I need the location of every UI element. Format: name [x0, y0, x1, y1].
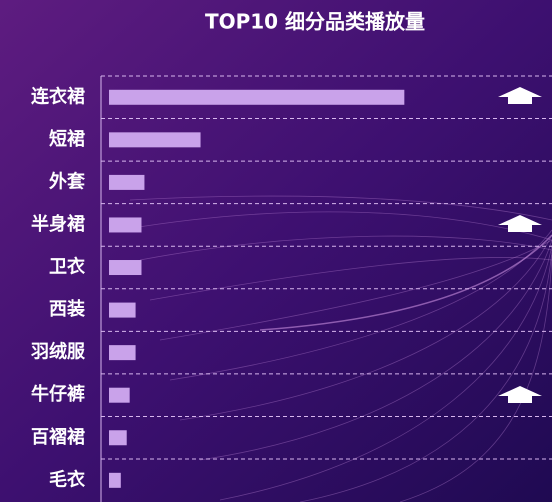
- bar: [109, 260, 142, 276]
- up-arrow-icon: [498, 386, 542, 403]
- category-label: 牛仔裤: [31, 383, 85, 405]
- up-arrow-icon: [498, 87, 542, 104]
- up-arrow-icon: [498, 215, 542, 232]
- bar: [109, 89, 405, 105]
- category-label: 连衣裙: [31, 85, 85, 107]
- category-label: 毛衣: [49, 468, 85, 490]
- category-label: 羽绒服: [31, 341, 86, 363]
- chart-title: TOP10 细分品类播放量: [205, 10, 425, 34]
- bar: [109, 387, 130, 403]
- bar: [109, 132, 201, 148]
- category-label: 卫衣: [49, 256, 85, 278]
- trend-icons: [498, 87, 542, 403]
- bar: [109, 217, 142, 233]
- decorative-waves: [119, 195, 552, 502]
- category-label: 百褶裙: [31, 426, 85, 448]
- category-label: 外套: [49, 170, 85, 192]
- bar: [109, 345, 136, 361]
- category-label: 西装: [49, 298, 85, 320]
- bar: [109, 430, 127, 446]
- bar: [109, 174, 145, 190]
- bar: [109, 472, 121, 488]
- category-label: 短裙: [49, 128, 85, 150]
- category-label: 半身裙: [31, 213, 85, 235]
- bar: [109, 302, 136, 318]
